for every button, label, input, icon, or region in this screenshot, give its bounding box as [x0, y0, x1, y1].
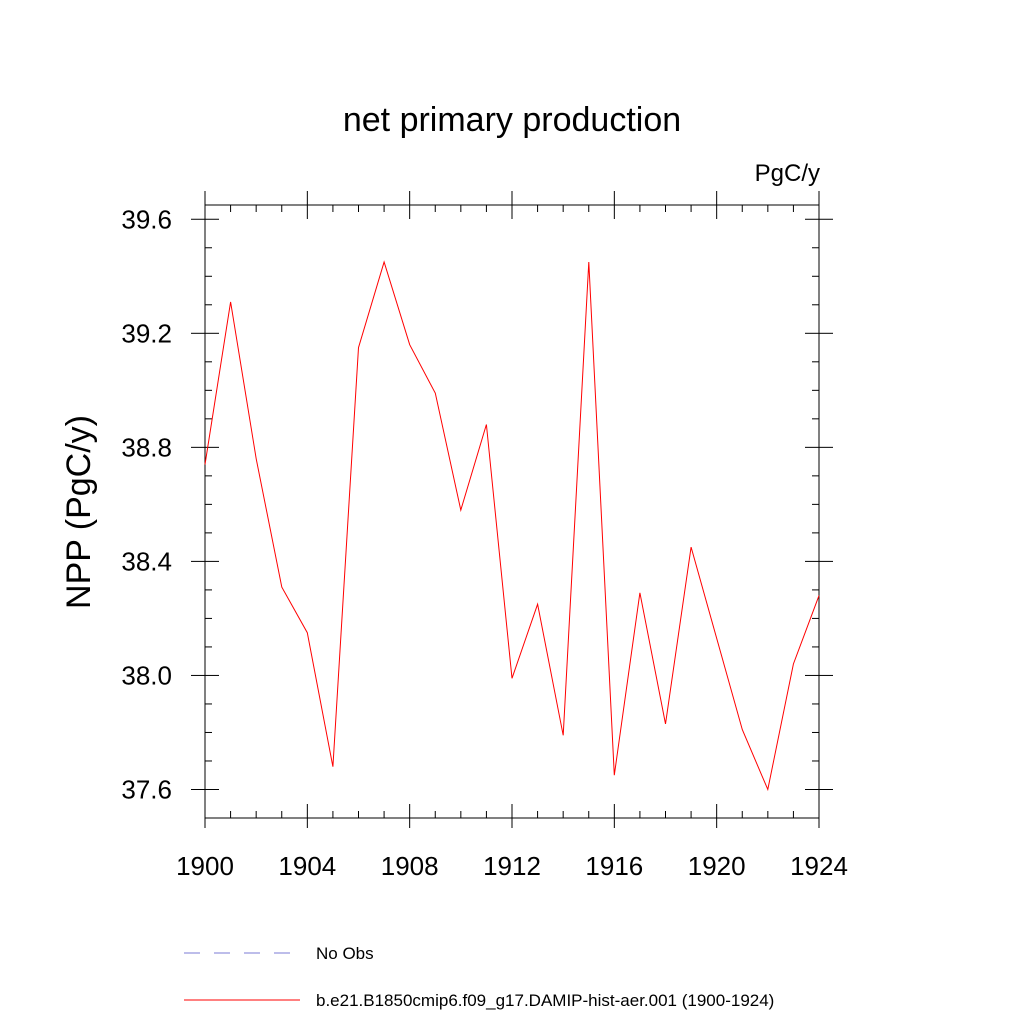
- y-axis-label: NPP (PgC/y): [60, 415, 98, 609]
- y-axis: 37.6 38.0 38.4 38.8 39.2 39.6: [121, 204, 833, 804]
- x-tick-label: 1916: [585, 851, 643, 881]
- x-axis: 1900 1904 1908 1912 1916 1920 1924: [176, 191, 848, 881]
- y-tick-label: 39.2: [121, 318, 172, 348]
- legend: No Obs b.e21.B1850cmip6.f09_g17.DAMIP-his…: [184, 944, 774, 1010]
- y-tick-label: 38.4: [121, 546, 172, 576]
- y-tick-label: 38.0: [121, 660, 172, 690]
- units-label: PgC/y: [755, 160, 820, 187]
- x-tick-label: 1920: [688, 851, 746, 881]
- plot-frame: [204, 204, 820, 819]
- series-group: [204, 260, 820, 792]
- y-tick-label: 37.6: [121, 774, 172, 804]
- x-tick-label: 1912: [483, 851, 541, 881]
- y-tick-label: 38.8: [121, 432, 172, 462]
- x-tick-label: 1908: [381, 851, 439, 881]
- x-tick-label: 1904: [278, 851, 336, 881]
- legend-label: b.e21.B1850cmip6.f09_g17.DAMIP-hist-aer.…: [316, 991, 774, 1010]
- legend-label: No Obs: [316, 944, 374, 963]
- x-tick-label: 1924: [790, 851, 848, 881]
- series-line: [204, 260, 820, 792]
- x-tick-label: 1900: [176, 851, 234, 881]
- y-tick-label: 39.6: [121, 204, 172, 234]
- chart-title: net primary production: [343, 101, 681, 139]
